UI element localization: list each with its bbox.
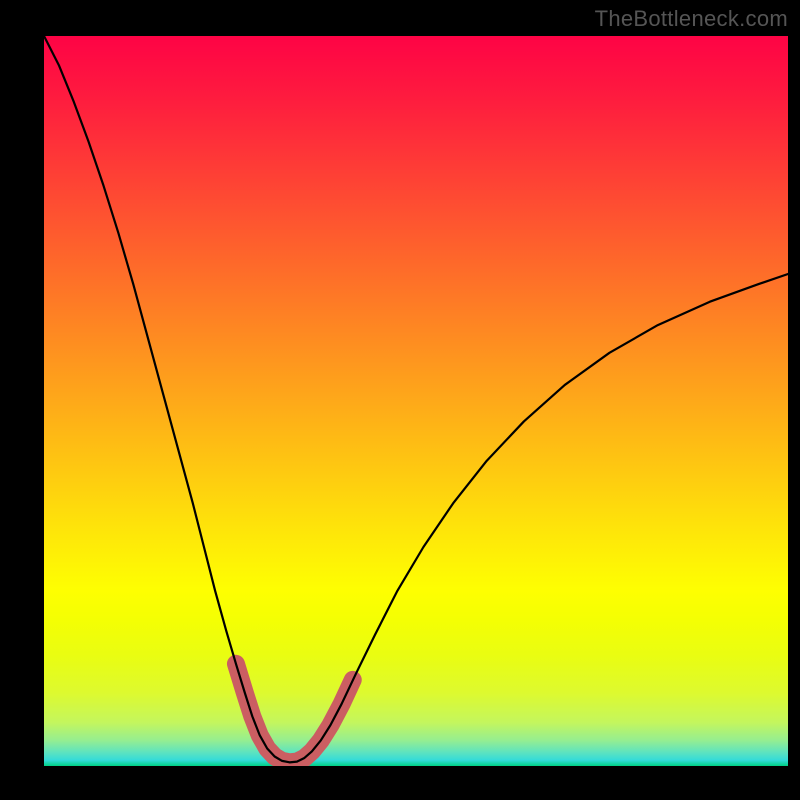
chart-svg <box>44 36 788 766</box>
gradient-background <box>44 36 788 766</box>
bottleneck-chart <box>44 36 788 766</box>
watermark-text: TheBottleneck.com <box>595 6 788 32</box>
